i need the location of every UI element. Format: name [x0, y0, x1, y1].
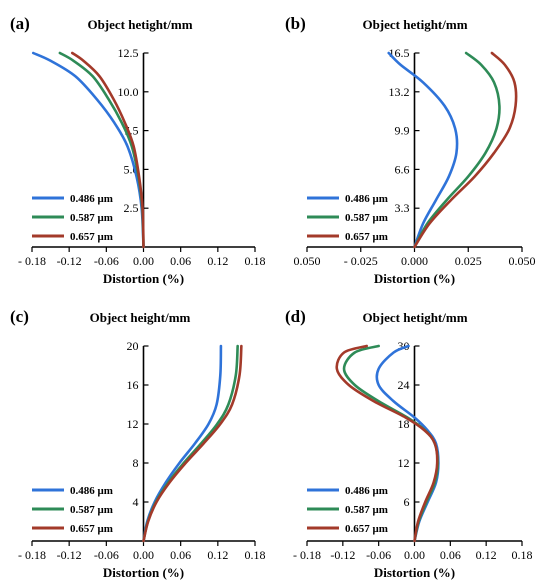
- series-line-2: [413, 51, 518, 249]
- y-axis-title: Object hetight/mm: [362, 17, 467, 32]
- y-tick-label: 12: [127, 417, 139, 431]
- x-tick-label: 0.050: [294, 254, 321, 268]
- x-tick-label: 0.18: [512, 548, 533, 562]
- y-tick-label: 18: [398, 417, 410, 431]
- x-axis-label: Distortion (%): [103, 565, 184, 580]
- x-tick-label: -0.06: [366, 548, 391, 562]
- series-line-2: [335, 344, 439, 543]
- panel-label: (c): [10, 307, 29, 326]
- y-tick-label: 13.2: [389, 85, 410, 99]
- y-tick-label: 9.9: [395, 124, 410, 138]
- y-tick-label: 12.5: [118, 46, 139, 60]
- x-tick-label: 0.18: [245, 254, 266, 268]
- x-tick-label: 0.00: [133, 254, 154, 268]
- panel-label: (b): [285, 14, 306, 33]
- panel-a: (a) Object hetight/mm - 0.18 -0.12 -0.06 0.00…: [10, 14, 266, 286]
- legend-label: 0.587 μm: [345, 504, 388, 516]
- y-axis-title: Object hetight/mm: [87, 17, 192, 32]
- panel-label: (d): [285, 307, 306, 326]
- y-tick-label: 16: [127, 378, 139, 392]
- x-tick-label: - 0.18: [18, 548, 46, 562]
- x-axis-label: Distortion (%): [103, 271, 184, 286]
- panel-d: (d) Object hetight/mm - 0.18 -0.12 -0.06 0.00…: [285, 307, 533, 580]
- x-tick-label: 0.12: [476, 548, 497, 562]
- series-line-2: [142, 344, 243, 543]
- x-tick-label: -0.12: [330, 548, 355, 562]
- legend-label: 0.486 μm: [345, 485, 388, 497]
- y-tick-label: 20: [127, 339, 139, 353]
- x-tick-label: - 0.18: [18, 254, 46, 268]
- y-tick-label: 24: [398, 378, 410, 392]
- x-tick-label: -0.12: [57, 548, 82, 562]
- y-axis-title: Object hetight/mm: [362, 310, 467, 325]
- x-tick-label: - 0.025: [344, 254, 378, 268]
- x-tick-label: 0.00: [404, 548, 425, 562]
- legend-label: 0.486 μm: [70, 193, 113, 205]
- x-tick-label: 0.06: [170, 254, 191, 268]
- y-tick-label: 10.0: [118, 85, 139, 99]
- x-tick-label: 0.050: [509, 254, 536, 268]
- x-axis-label: Distortion (%): [374, 271, 455, 286]
- x-tick-label: - 0.18: [293, 548, 321, 562]
- legend-label: 0.657 μm: [70, 523, 113, 535]
- y-tick-label: 12: [398, 456, 410, 470]
- x-tick-label: 0.000: [401, 254, 428, 268]
- legend-label: 0.657 μm: [345, 523, 388, 535]
- panel-c: (c) Object height/mm - 0.18 -0.12 -0.06 0.00 0…: [10, 307, 266, 580]
- x-axis-label: Distortion (%): [374, 565, 455, 580]
- legend-label: 0.486 μm: [70, 485, 113, 497]
- legend-label: 0.587 μm: [70, 212, 113, 224]
- legend-label: 0.486 μm: [345, 193, 388, 205]
- series-line-1: [142, 344, 239, 543]
- legend-label: 0.587 μm: [70, 504, 113, 516]
- x-tick-label: 0.18: [245, 548, 266, 562]
- y-axis-title: Object height/mm: [90, 310, 191, 325]
- x-tick-label: 0.12: [207, 548, 228, 562]
- panel-b: (b) Object hetight/mm 0.050 - 0.025 0.000 0.0…: [285, 14, 536, 286]
- x-tick-label: 0.06: [170, 548, 191, 562]
- legend-label: 0.657 μm: [70, 231, 113, 243]
- panel-label: (a): [10, 14, 30, 33]
- series-line-2: [70, 51, 145, 249]
- x-tick-label: -0.06: [94, 254, 119, 268]
- x-tick-label: 0.025: [455, 254, 482, 268]
- x-tick-label: 0.12: [207, 254, 228, 268]
- y-tick-label: 2.5: [124, 201, 139, 215]
- x-tick-label: 0.00: [133, 548, 154, 562]
- y-tick-label: 4: [133, 495, 139, 509]
- x-tick-label: -0.06: [94, 548, 119, 562]
- legend-label: 0.657 μm: [345, 231, 388, 243]
- y-tick-label: 3.3: [395, 201, 410, 215]
- y-tick-label: 8: [133, 456, 139, 470]
- y-tick-label: 6.6: [395, 162, 410, 176]
- legend-label: 0.587 μm: [345, 212, 388, 224]
- series-line-1: [413, 51, 501, 249]
- x-tick-label: -0.12: [57, 254, 82, 268]
- x-tick-label: 0.06: [440, 548, 461, 562]
- y-tick-label: 6: [404, 495, 410, 509]
- series-line-0: [387, 51, 459, 249]
- series-line-0: [142, 344, 223, 543]
